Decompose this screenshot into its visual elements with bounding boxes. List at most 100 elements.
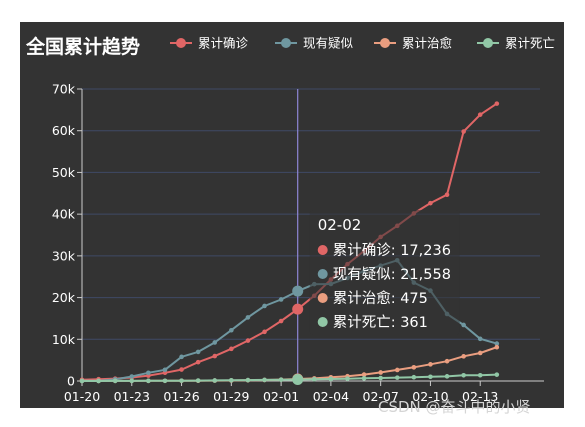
data-point[interactable] — [146, 378, 151, 384]
legend-marker — [380, 38, 390, 48]
data-point[interactable] — [494, 372, 500, 377]
data-point[interactable] — [146, 370, 151, 376]
y-tick-label: 70k — [52, 82, 76, 97]
tooltip-marker — [317, 293, 328, 303]
data-point[interactable] — [394, 367, 400, 373]
series — [79, 372, 500, 384]
data-point[interactable] — [229, 346, 234, 352]
legend-label: 现有疑似 — [303, 36, 354, 51]
data-point[interactable] — [245, 377, 251, 383]
data-point[interactable] — [195, 378, 201, 383]
highlight-point — [292, 285, 304, 297]
data-point[interactable] — [262, 377, 267, 383]
y-tick-label: 40k — [52, 207, 76, 222]
legend-item[interactable]: 累计确诊 — [170, 36, 249, 51]
axes: 0 10k 20k 30k 40k 50k 60k 70k 01-20 01-23 01-26 01-… — [52, 82, 544, 404]
data-point[interactable] — [461, 322, 466, 328]
highlight-point — [292, 303, 304, 315]
tooltip-label: 累计治愈: 475 — [333, 290, 428, 307]
data-point[interactable] — [461, 354, 466, 359]
x-tick-label: 01-29 — [213, 389, 249, 404]
data-point[interactable] — [378, 375, 383, 381]
data-point[interactable] — [262, 329, 267, 335]
data-point[interactable] — [477, 336, 483, 342]
data-point[interactable] — [494, 101, 500, 106]
data-point[interactable] — [229, 377, 234, 383]
tooltip-row: 现有疑似: 21,558 — [317, 266, 451, 283]
legend-item[interactable]: 累计治愈 — [374, 36, 453, 51]
data-point[interactable] — [444, 358, 450, 364]
data-point[interactable] — [444, 374, 450, 379]
data-point[interactable] — [179, 367, 184, 372]
x-tick-label: 01-26 — [163, 389, 199, 404]
legend-label: 累计死亡 — [505, 36, 555, 51]
x-tick-label: 01-23 — [114, 389, 150, 404]
series-line — [82, 373, 497, 382]
tooltip-row: 累计死亡: 361 — [317, 314, 428, 331]
chart-title: 全国累计趋势 — [25, 35, 140, 58]
tooltip-row: 累计治愈: 475 — [317, 290, 428, 307]
data-point[interactable] — [345, 376, 350, 381]
data-point[interactable] — [162, 367, 168, 373]
data-point[interactable] — [411, 365, 417, 370]
x-tick-label: 02-04 — [313, 389, 349, 404]
data-point[interactable] — [195, 359, 201, 365]
data-point[interactable] — [361, 376, 367, 381]
tooltip-box — [309, 210, 460, 335]
data-point[interactable] — [477, 350, 483, 356]
data-point[interactable] — [278, 318, 284, 324]
y-tick-label: 60k — [52, 123, 76, 138]
data-point[interactable] — [428, 374, 433, 380]
data-point[interactable] — [461, 372, 466, 378]
data-point[interactable] — [411, 374, 417, 380]
data-point[interactable] — [212, 378, 218, 383]
data-point[interactable] — [179, 378, 184, 383]
data-point[interactable] — [428, 362, 433, 367]
data-point[interactable] — [179, 354, 184, 360]
data-point[interactable] — [494, 341, 500, 346]
data-point[interactable] — [129, 374, 135, 379]
y-tick-label: 10k — [52, 332, 76, 347]
x-tick-label: 02-01 — [263, 389, 299, 404]
line-chart[interactable]: 全国累计趋势 累计确诊 现有疑似 累计治愈 累计死亡 0 10k 20k 30k 40k 50k… — [20, 22, 564, 408]
x-tick-label: 02-07 — [363, 389, 399, 404]
data-point[interactable] — [461, 129, 466, 134]
data-point[interactable] — [394, 375, 400, 380]
data-point[interactable] — [245, 315, 251, 320]
tooltip-label: 累计确诊: 17,236 — [333, 242, 451, 259]
data-point[interactable] — [278, 377, 284, 383]
data-point[interactable] — [96, 378, 101, 384]
tooltip-date: 02-02 — [318, 216, 362, 234]
tooltip-marker — [317, 245, 328, 255]
legend-label: 累计治愈 — [402, 36, 453, 51]
data-point[interactable] — [79, 378, 85, 384]
data-point[interactable] — [162, 378, 168, 384]
data-point[interactable] — [444, 192, 450, 198]
data-point[interactable] — [129, 378, 135, 384]
data-point[interactable] — [229, 327, 234, 333]
x-tick-label: 02-13 — [462, 389, 498, 404]
tooltip-marker — [317, 317, 328, 327]
data-point[interactable] — [262, 303, 267, 309]
data-point[interactable] — [212, 340, 218, 345]
legend-item[interactable]: 累计死亡 — [477, 36, 555, 51]
data-point[interactable] — [477, 372, 483, 378]
data-point[interactable] — [494, 344, 500, 350]
watermark: CSDN @奋斗中的小贤 — [378, 398, 531, 416]
data-point[interactable] — [195, 349, 201, 355]
legend: 累计确诊 现有疑似 累计治愈 累计死亡 — [170, 36, 555, 51]
tooltip-label: 累计死亡: 361 — [333, 314, 428, 331]
data-point[interactable] — [278, 297, 284, 302]
data-point[interactable] — [245, 338, 251, 343]
data-point[interactable] — [112, 378, 118, 384]
tooltip: 02-02 累计确诊: 17,236 现有疑似: 21,558 累计治愈: 475 累计… — [309, 210, 460, 335]
data-point[interactable] — [428, 200, 433, 206]
chart-panel: 全国累计趋势 累计确诊 现有疑似 累计治愈 累计死亡 0 10k 20k 30k 40k 50k… — [20, 22, 564, 408]
data-point[interactable] — [361, 372, 367, 377]
data-point[interactable] — [477, 112, 483, 117]
data-point[interactable] — [311, 376, 317, 382]
data-point[interactable] — [378, 370, 383, 375]
data-point[interactable] — [328, 376, 334, 382]
data-point[interactable] — [212, 353, 218, 359]
legend-item[interactable]: 现有疑似 — [275, 36, 354, 51]
